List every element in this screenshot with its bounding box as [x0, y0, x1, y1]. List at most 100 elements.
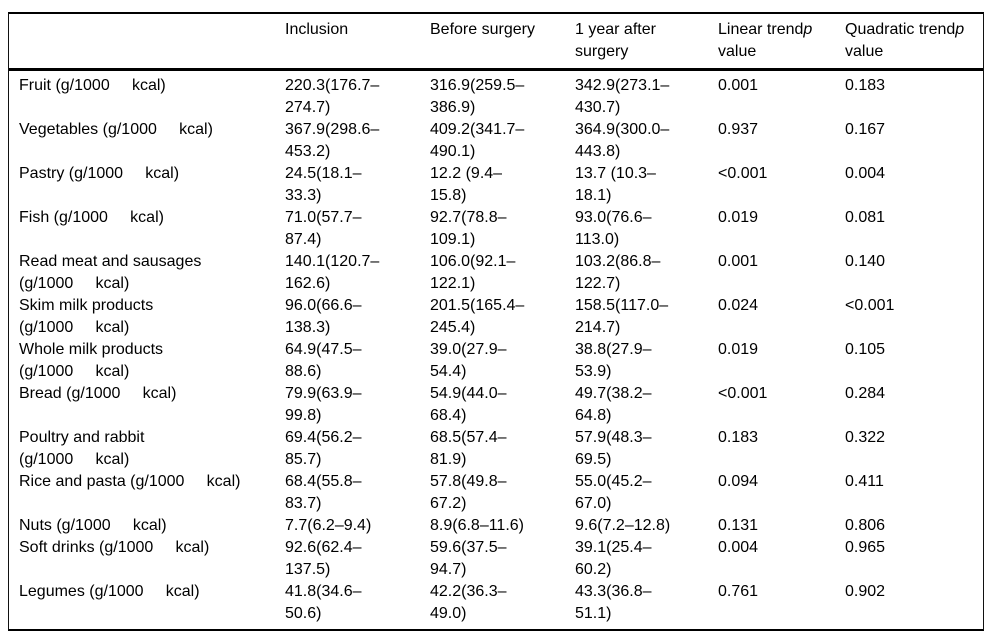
col-header-inclusion: Inclusion — [285, 14, 430, 71]
table-row: Soft drinks (g/1000 kcal) 92.6(62.4–137.5… — [9, 537, 983, 581]
inclusion-value-cell-text: 92.6(62.4–137.5) — [285, 539, 362, 578]
before-surgery-value-cell: 316.9(259.5–386.9) — [430, 70, 575, 120]
table-row: Whole milk products (g/1000 kcal) 64.9(47… — [9, 339, 983, 383]
quadratic-p-value-cell: 0.140 — [845, 253, 886, 270]
food-label-cell: Rice and pasta (g/1000 kcal) — [19, 473, 241, 490]
food-label-cell: Nuts (g/1000 kcal) — [19, 517, 167, 534]
col-header-linear-trend: Linear trendp value — [718, 14, 845, 71]
table-row: Skim milk products (g/1000 kcal) 96.0(66.… — [9, 295, 983, 339]
inclusion-value-cell-text: 69.4(56.2–85.7) — [285, 429, 362, 468]
before-surgery-value-cell-text: 409.2(341.7–490.1) — [430, 121, 525, 160]
food-label-cell: Whole milk products (g/1000 kcal) — [19, 341, 164, 380]
before-surgery-value-cell-text: 68.5(57.4–81.9) — [430, 429, 507, 468]
inclusion-value-cell: 64.9(47.5–88.6) — [285, 339, 430, 383]
inclusion-value-cell: 140.1(120.7–162.6) — [285, 251, 430, 295]
quadratic-p-value-cell: 0.965 — [845, 539, 886, 556]
before-surgery-value-cell-text: 8.9(6.8–11.6) — [430, 517, 524, 534]
after-surgery-value-cell: 49.7(38.2–64.8) — [575, 383, 718, 427]
before-surgery-value-cell: 54.9(44.0–68.4) — [430, 383, 575, 427]
table-row: Fruit (g/1000 kcal) 220.3(176.7–274.7) 316… — [9, 70, 983, 120]
after-surgery-value-cell-text: 342.9(273.1–430.7) — [575, 77, 670, 116]
table-row: Rice and pasta (g/1000 kcal) 68.4(55.8–83… — [9, 471, 983, 515]
inclusion-value-cell-text: 24.5(18.1–33.3) — [285, 165, 362, 204]
inclusion-value-cell-text: 79.9(63.9–99.8) — [285, 385, 362, 424]
after-surgery-value-cell: 158.5(117.0–214.7) — [575, 295, 718, 339]
after-surgery-value-cell-text: 103.2(86.8–122.7) — [575, 253, 661, 292]
linear-p-value-cell: 0.183 — [718, 429, 759, 446]
inclusion-value-cell-text: 7.7(6.2–9.4) — [285, 517, 372, 534]
col-header-quadratic-trend-label: Quadratic trendp — [845, 21, 965, 38]
before-surgery-value-cell-text: 39.0(27.9–54.4) — [430, 341, 507, 380]
inclusion-value-cell: 7.7(6.2–9.4) — [285, 515, 430, 537]
table-row: Bread (g/1000 kcal) 79.9(63.9–99.8) 54.9(4… — [9, 383, 983, 427]
before-surgery-value-cell-text: 201.5(165.4–245.4) — [430, 297, 525, 336]
after-surgery-value-cell: 39.1(25.4–60.2) — [575, 537, 718, 581]
after-surgery-value-cell: 38.8(27.9–53.9) — [575, 339, 718, 383]
before-surgery-value-cell: 92.7(78.8–109.1) — [430, 207, 575, 251]
before-surgery-value-cell: 409.2(341.7–490.1) — [430, 119, 575, 163]
inclusion-value-cell-text: 140.1(120.7–162.6) — [285, 253, 380, 292]
quadratic-p-value-cell: 0.411 — [845, 473, 884, 490]
quadratic-p-value-cell: 0.081 — [845, 209, 886, 226]
food-label-cell: Read meat and sausages (g/1000 kcal) — [19, 253, 202, 292]
before-surgery-value-cell: 201.5(165.4–245.4) — [430, 295, 575, 339]
linear-p-value-cell: 0.001 — [718, 77, 759, 94]
quadratic-p-value-cell: 0.183 — [845, 77, 886, 94]
after-surgery-value-cell-text: 158.5(117.0–214.7) — [575, 297, 669, 336]
inclusion-value-cell: 92.6(62.4–137.5) — [285, 537, 430, 581]
inclusion-value-cell: 96.0(66.6–138.3) — [285, 295, 430, 339]
inclusion-value-cell: 68.4(55.8–83.7) — [285, 471, 430, 515]
before-surgery-value-cell: 42.2(36.3–49.0) — [430, 581, 575, 629]
after-surgery-value-cell-text: 39.1(25.4–60.2) — [575, 539, 652, 578]
after-surgery-value-cell-text: 38.8(27.9–53.9) — [575, 341, 652, 380]
col-header-before-surgery-label: Before surgery — [430, 21, 535, 38]
table-body: Fruit (g/1000 kcal) 220.3(176.7–274.7) 316… — [9, 70, 983, 630]
quadratic-p-value-cell: 0.806 — [845, 517, 886, 534]
inclusion-value-cell: 69.4(56.2–85.7) — [285, 427, 430, 471]
after-surgery-value-cell: 103.2(86.8–122.7) — [575, 251, 718, 295]
before-surgery-value-cell-text: 59.6(37.5–94.7) — [430, 539, 507, 578]
after-surgery-value-cell-text: 13.7 (10.3–18.1) — [575, 165, 656, 204]
linear-p-value-cell: 0.019 — [718, 209, 759, 226]
linear-p-value-cell: 0.094 — [718, 473, 759, 490]
table-row: Poultry and rabbit (g/1000 kcal) 69.4(56.… — [9, 427, 983, 471]
col-header-before-surgery: Before surgery — [430, 14, 575, 71]
linear-p-value-cell: 0.001 — [718, 253, 759, 270]
inclusion-value-cell-text: 220.3(176.7–274.7) — [285, 77, 380, 116]
inclusion-value-cell-text: 367.9(298.6–453.2) — [285, 121, 380, 160]
food-label-cell: Poultry and rabbit (g/1000 kcal) — [19, 429, 145, 468]
table-row: Legumes (g/1000 kcal) 41.8(34.6–50.6) 42.2… — [9, 581, 983, 629]
inclusion-value-cell: 367.9(298.6–453.2) — [285, 119, 430, 163]
food-intake-table: Inclusion Before surgery 1 year after su… — [9, 14, 983, 629]
inclusion-value-cell: 79.9(63.9–99.8) — [285, 383, 430, 427]
linear-p-value-cell: 0.937 — [718, 121, 759, 138]
after-surgery-value-cell: 57.9(48.3–69.5) — [575, 427, 718, 471]
before-surgery-value-cell-text: 54.9(44.0–68.4) — [430, 385, 507, 424]
food-label-cell: Soft drinks (g/1000 kcal) — [19, 539, 210, 556]
before-surgery-value-cell-text: 57.8(49.8–67.2) — [430, 473, 507, 512]
italic-p: p — [803, 21, 813, 38]
after-surgery-value-cell: 43.3(36.8–51.1) — [575, 581, 718, 629]
col-header-food — [9, 14, 285, 71]
food-label-cell: Bread (g/1000 kcal) — [19, 385, 177, 402]
food-label-cell: Fish (g/1000 kcal) — [19, 209, 164, 226]
inclusion-value-cell-text: 71.0(57.7–87.4) — [285, 209, 362, 248]
after-surgery-value-cell-text: 43.3(36.8–51.1) — [575, 583, 652, 622]
inclusion-value-cell-text: 41.8(34.6–50.6) — [285, 583, 362, 622]
before-surgery-value-cell: 12.2 (9.4–15.8) — [430, 163, 575, 207]
after-surgery-value-cell: 364.9(300.0–443.8) — [575, 119, 718, 163]
linear-p-value-cell: 0.024 — [718, 297, 759, 314]
col-header-linear-trend-label: Linear trendp — [718, 21, 813, 38]
after-surgery-value-cell-text: 55.0(45.2–67.0) — [575, 473, 652, 512]
quadratic-p-value-cell: 0.902 — [845, 583, 886, 600]
before-surgery-value-cell: 39.0(27.9–54.4) — [430, 339, 575, 383]
inclusion-value-cell-text: 96.0(66.6–138.3) — [285, 297, 362, 336]
before-surgery-value-cell-text: 316.9(259.5–386.9) — [430, 77, 525, 116]
before-surgery-value-cell: 106.0(92.1–122.1) — [430, 251, 575, 295]
before-surgery-value-cell: 57.8(49.8–67.2) — [430, 471, 575, 515]
linear-p-value-cell: 0.131 — [718, 517, 759, 534]
inclusion-value-cell: 41.8(34.6–50.6) — [285, 581, 430, 629]
before-surgery-value-cell-text: 92.7(78.8–109.1) — [430, 209, 507, 248]
food-label-cell: Vegetables (g/1000 kcal) — [19, 121, 213, 138]
after-surgery-value-cell-text: 93.0(76.6–113.0) — [575, 209, 652, 248]
